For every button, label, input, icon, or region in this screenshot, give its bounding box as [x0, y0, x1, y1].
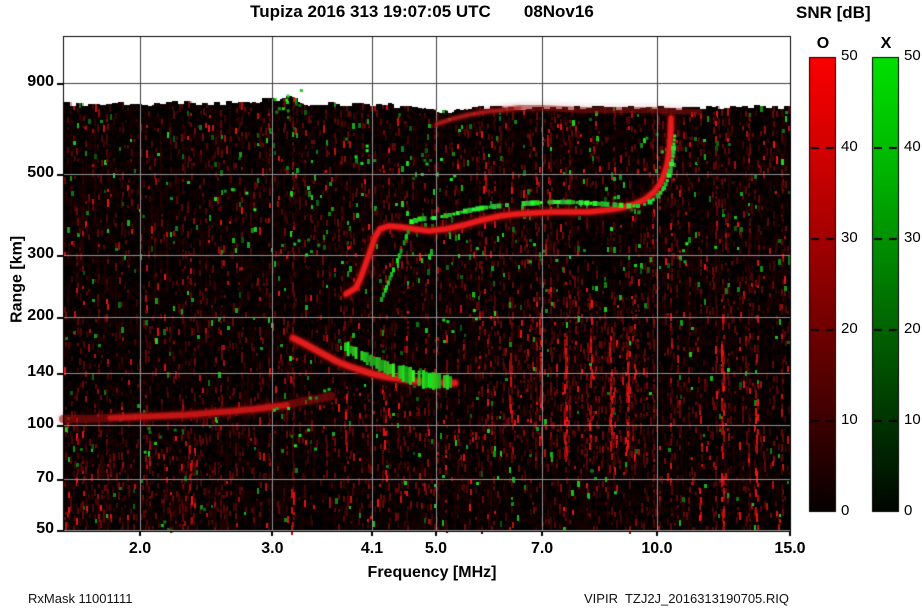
x-colorbar-tick-label: 0	[904, 502, 913, 519]
page-title: Tupiza 2016 313 19:07:05 UTC 08Nov16	[250, 2, 594, 21]
x-axis-tick-label: 7.0	[530, 540, 554, 557]
x-axis-title: Frequency [MHz]	[367, 564, 497, 581]
x-axis-tick-label: 10.0	[641, 540, 673, 557]
o-colorbar-tick-label: 10	[841, 411, 858, 428]
x-axis-tick-label: 3.0	[261, 540, 284, 557]
x-colorbar-tick-label: 10	[904, 411, 921, 428]
x-axis-tick-label: 5.0	[424, 540, 448, 557]
y-axis-tick-label: 300	[27, 244, 54, 262]
x-colorbar-tick-label: 50	[904, 47, 921, 64]
x-axis-tick-label: 15.0	[774, 540, 806, 557]
plot-area	[63, 36, 790, 531]
x-colorbar-tick-label: 40	[904, 138, 921, 155]
o-colorbar-tick-label: 30	[841, 229, 858, 246]
x-axis-tick-label: 2.0	[128, 540, 152, 557]
o-colorbar-tick-label: 40	[841, 138, 858, 155]
y-axis-tick-label: 100	[27, 415, 54, 433]
o-colorbar-tick-label: 50	[841, 47, 858, 64]
x-colorbar-tick-label: 30	[904, 229, 921, 246]
o-colorbar-tick-label: 20	[841, 320, 858, 337]
footer-rxmask: RxMask 11001111	[28, 591, 133, 606]
y-axis-tick-label: 70	[36, 469, 54, 487]
y-axis-tick-label: 500	[27, 164, 54, 182]
o-colorbar-tick-label: 0	[841, 502, 850, 519]
x-colorbar-tick-label: 20	[904, 320, 921, 337]
x-axis-tick-label: 4.1	[360, 540, 384, 557]
y-axis-tick-label: 900	[27, 73, 54, 91]
snr-colorbar-title: SNR [dB]	[796, 3, 871, 22]
o-polarization-label: O	[816, 35, 830, 52]
y-axis-tick-label: 50	[36, 520, 54, 537]
footer-filename: VIPIR TZJ2J_2016313190705.RIQ	[584, 591, 789, 606]
x-polarization-label: X	[880, 35, 892, 52]
y-axis-tick-label: 200	[27, 307, 54, 325]
y-axis-tick-label: 140	[27, 363, 54, 381]
